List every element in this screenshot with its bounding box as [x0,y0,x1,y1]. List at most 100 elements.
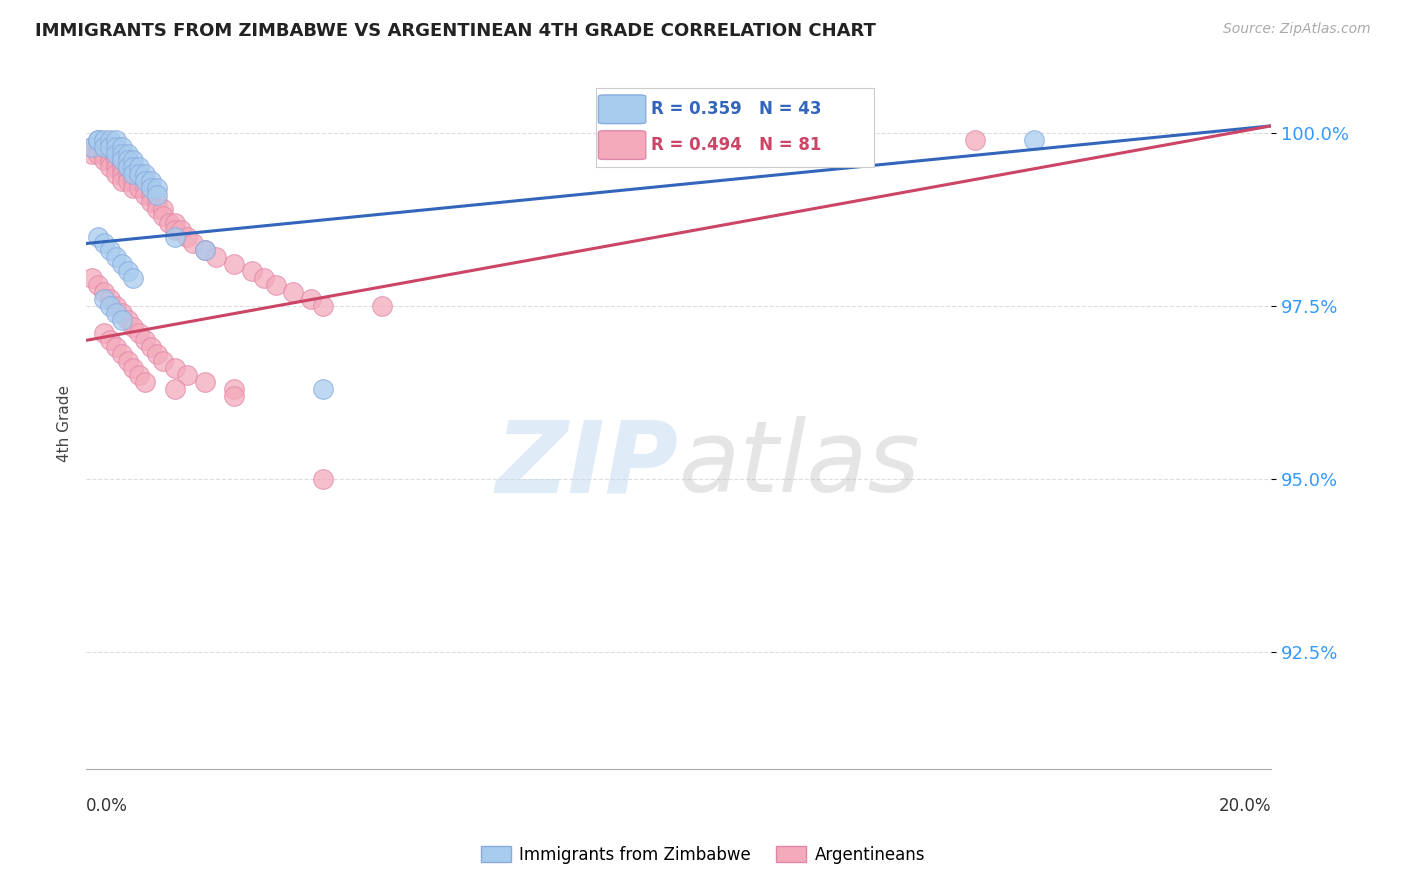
Point [98,292,121,306]
Point [93,236,115,251]
Point [111,146,134,161]
Point [146,347,169,361]
Point [111,167,134,181]
Point [134,174,156,188]
Y-axis label: 4th Grade: 4th Grade [58,384,72,462]
Point [87,139,110,153]
Point [93,326,115,341]
Point [240,264,263,278]
Point [193,375,215,389]
Text: ZIP: ZIP [495,417,679,514]
Point [134,181,156,195]
Point [163,229,186,244]
Point [141,340,163,354]
Point [117,146,139,161]
Point [134,334,156,348]
Point [128,174,150,188]
Point [111,174,134,188]
Point [128,161,150,175]
Text: atlas: atlas [679,417,920,514]
Point [104,153,127,168]
Point [87,133,110,147]
Point [93,133,115,147]
Point [93,139,115,153]
Point [104,306,127,320]
Point [157,216,180,230]
Point [122,271,145,285]
Point [87,278,110,293]
Point [93,146,115,161]
Point [176,368,198,382]
Point [845,133,868,147]
Point [283,285,305,299]
Point [141,181,163,195]
Point [104,139,127,153]
Point [1022,133,1045,147]
Point [87,146,110,161]
Text: 20.0%: 20.0% [1219,797,1271,815]
Legend: Immigrants from Zimbabwe, Argentineans: Immigrants from Zimbabwe, Argentineans [474,839,932,871]
Point [122,174,145,188]
Point [98,299,121,313]
Text: IMMIGRANTS FROM ZIMBABWE VS ARGENTINEAN 4TH GRADE CORRELATION CHART: IMMIGRANTS FROM ZIMBABWE VS ARGENTINEAN … [35,22,876,40]
Point [111,257,134,271]
Point [104,250,127,264]
Point [117,153,139,168]
Point [117,167,139,181]
Point [122,153,145,168]
Point [80,139,103,153]
Point [111,153,134,168]
Point [163,361,186,376]
Point [134,188,156,202]
Point [122,167,145,181]
Point [93,292,115,306]
Point [111,347,134,361]
Point [104,146,127,161]
Point [371,299,394,313]
Point [111,153,134,168]
Point [111,306,134,320]
Text: 0.0%: 0.0% [86,797,128,815]
Point [80,146,103,161]
Point [122,167,145,181]
Point [205,250,228,264]
Point [224,382,246,396]
Point [98,244,121,258]
Point [80,271,103,285]
Point [93,139,115,153]
Point [98,139,121,153]
Point [146,188,169,202]
Point [224,389,246,403]
Point [312,299,335,313]
Point [117,161,139,175]
Point [134,167,156,181]
Point [134,375,156,389]
Point [176,229,198,244]
Point [122,181,145,195]
Point [104,299,127,313]
Point [193,244,215,258]
Point [963,133,986,147]
Point [128,167,150,181]
Point [146,181,169,195]
Point [170,222,193,236]
Point [163,216,186,230]
Point [141,194,163,209]
Point [264,278,287,293]
Point [111,139,134,153]
Point [98,334,121,348]
Point [111,312,134,326]
Point [104,133,127,147]
Point [152,202,174,216]
Point [122,361,145,376]
Point [87,229,110,244]
Point [152,354,174,368]
Point [128,368,150,382]
Point [163,382,186,396]
Point [93,153,115,168]
Point [117,174,139,188]
Point [87,133,110,147]
Point [117,312,139,326]
Point [117,161,139,175]
Point [193,244,215,258]
